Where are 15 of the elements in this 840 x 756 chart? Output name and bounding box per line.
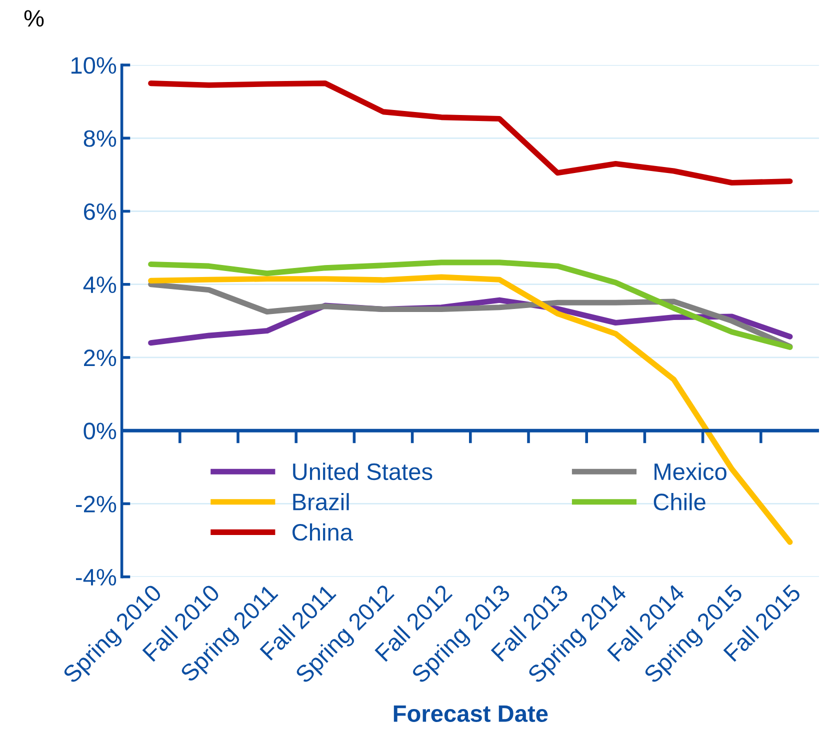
- y-axis-title: %: [24, 10, 44, 27]
- y-tick-label: 6%: [84, 203, 116, 220]
- x-axis-title: Forecast Date: [394, 706, 548, 722]
- y-tick-label: 2%: [84, 350, 116, 366]
- legend-label: China: [292, 523, 353, 541]
- legend-label: Mexico: [654, 462, 726, 480]
- legend-label: Chile: [654, 493, 706, 510]
- legend-label: Brazil: [293, 493, 349, 510]
- legend-label: United States: [293, 462, 432, 480]
- y-tick-label: 8%: [84, 130, 116, 147]
- y-tick-label: 0%: [84, 422, 116, 440]
- y-tick-label: 4%: [83, 276, 116, 294]
- y-tick-label: -4%: [76, 569, 116, 586]
- y-tick-label: -2%: [76, 496, 116, 512]
- y-tick-label: 10%: [71, 57, 116, 74]
